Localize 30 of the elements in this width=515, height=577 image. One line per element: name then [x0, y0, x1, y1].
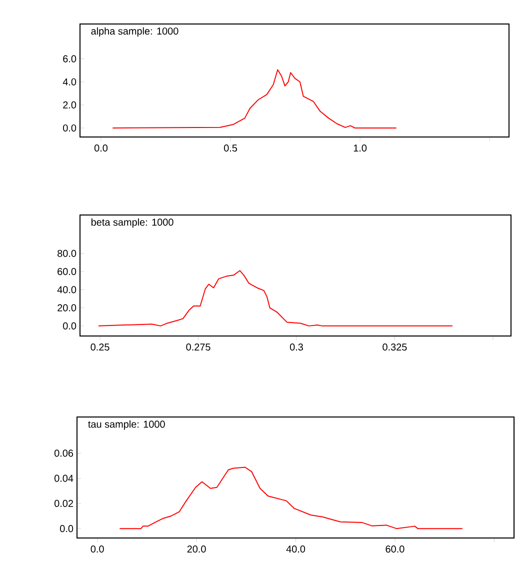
chart-title: tau sample: 1000 [88, 420, 165, 430]
x-tick-label: 0.325 [382, 344, 407, 351]
line-series [119, 466, 463, 530]
y-tick-label: 80.0 [58, 250, 76, 257]
line-series [98, 270, 453, 326]
x-tick-label: 1.0 [354, 144, 367, 152]
x-tick-label: 0.5 [224, 144, 238, 152]
x-tick-label: 0.3 [290, 344, 303, 351]
y-tick-label: 0.02 [54, 500, 73, 507]
x-tick-label: 0.25 [90, 344, 110, 351]
y-tick-label: 0.04 [54, 474, 74, 482]
y-tick-label: 0.06 [54, 450, 74, 457]
y-tick-label: 0.0 [60, 525, 74, 532]
x-tick-label: 40.0 [286, 546, 306, 553]
x-tick-label: 20.0 [187, 546, 206, 553]
x-tick-label: 0.0 [90, 546, 104, 553]
y-tick-label: 60.0 [58, 268, 76, 276]
line-series [112, 69, 397, 128]
y-tick-label: 4.0 [62, 78, 76, 86]
y-tick-label: 0.0 [63, 124, 76, 132]
y-tick-label: 40.0 [57, 286, 76, 294]
x-tick-label: 0.0 [94, 144, 108, 152]
y-tick-label: 6.0 [63, 55, 76, 62]
chart-title: alpha sample: 1000 [91, 27, 178, 37]
x-tick-label: 0.275 [186, 344, 210, 351]
y-tick-label: 2.0 [63, 101, 76, 108]
chart-title: beta sample: 1000 [91, 218, 174, 228]
y-tick-label: 20.0 [58, 304, 76, 312]
x-tick-label: 60.0 [386, 546, 404, 553]
y-tick-label: 0.0 [63, 322, 76, 330]
